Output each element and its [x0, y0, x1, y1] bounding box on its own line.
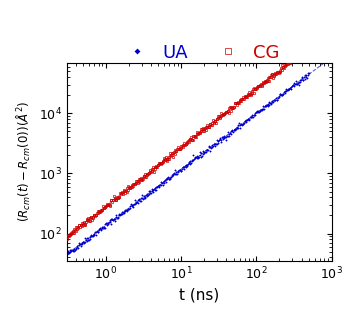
CG	[307, 45, 311, 49]
Line: UA: UA	[66, 72, 310, 255]
Y-axis label: $(R_{cm}(t)-R_{cm}(0))(\AA^2)$: $(R_{cm}(t)-R_{cm}(0))(\AA^2)$	[15, 101, 33, 222]
UA	[64, 252, 69, 256]
UA	[94, 233, 98, 237]
X-axis label: t (ns): t (ns)	[179, 288, 219, 303]
UA	[161, 180, 165, 184]
CG	[64, 237, 69, 241]
Line: CG: CG	[65, 46, 310, 240]
UA	[240, 123, 244, 127]
CG	[241, 98, 245, 101]
CG	[143, 172, 147, 176]
CG	[217, 114, 221, 118]
UA	[65, 252, 69, 256]
CG	[240, 97, 244, 101]
Legend: UA, CG: UA, CG	[119, 44, 279, 62]
UA	[307, 71, 311, 74]
CG	[160, 159, 165, 163]
UA	[241, 122, 246, 126]
CG	[93, 213, 98, 217]
UA	[217, 136, 222, 140]
UA	[144, 193, 148, 197]
